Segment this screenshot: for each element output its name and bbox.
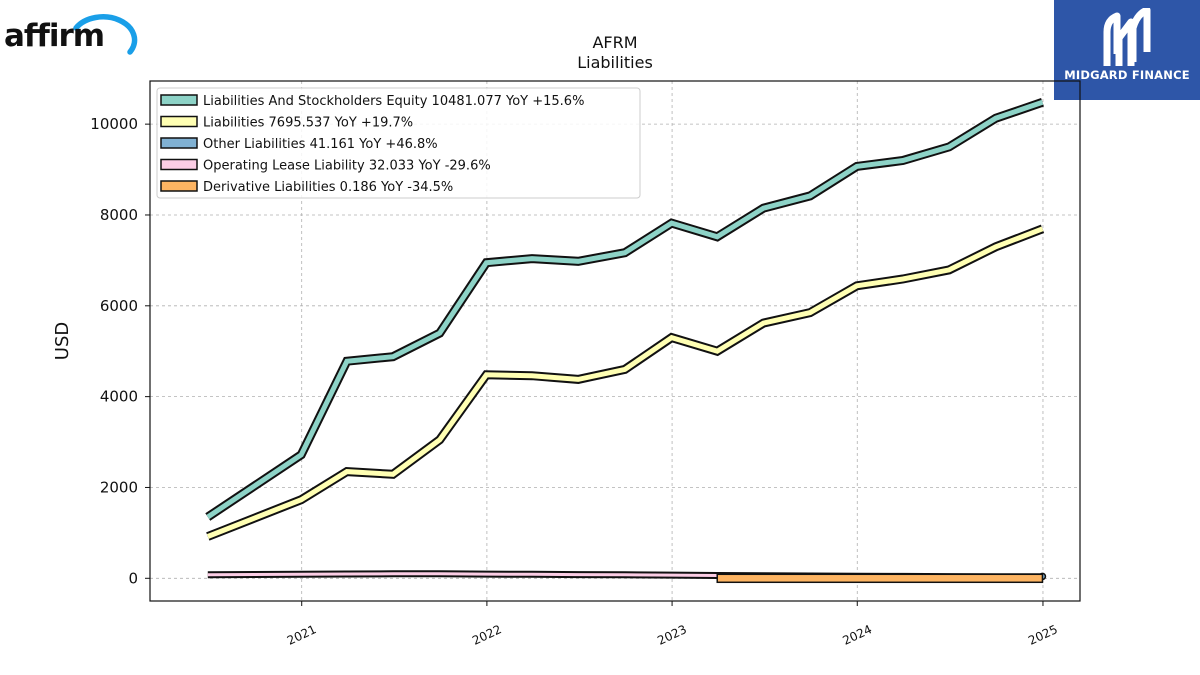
y-tick-label: 4000 bbox=[100, 388, 138, 406]
affirm-wordmark: affirm bbox=[4, 18, 105, 54]
legend-swatch bbox=[160, 180, 198, 192]
legend-swatch bbox=[160, 137, 198, 149]
legend-swatch bbox=[160, 115, 198, 128]
midgard-finance-logo: MIDGARD FINANCE bbox=[1054, 0, 1200, 100]
y-tick-label: 2000 bbox=[100, 478, 138, 496]
plot-frame bbox=[149, 80, 1081, 602]
midgard-wordmark: MIDGARD FINANCE bbox=[1064, 68, 1190, 82]
x-tick-label: 2022 bbox=[470, 622, 504, 648]
y-tick-label: 6000 bbox=[100, 297, 138, 315]
legend-label: Other Liabilities 41.161 YoY +46.8% bbox=[203, 137, 438, 152]
series-derivative-liabilities-band bbox=[716, 573, 1044, 584]
x-tick-label: 2025 bbox=[1026, 622, 1060, 648]
legend-swatch bbox=[160, 94, 198, 106]
legend-label: Liabilities And Stockholders Equity 1048… bbox=[203, 94, 584, 109]
legend-label: Operating Lease Liability 32.033 YoY -29… bbox=[203, 159, 491, 174]
legend-label: Derivative Liabilities 0.186 YoY -34.5% bbox=[203, 180, 453, 195]
series-liabilities-and-stockholders-equity-line bbox=[206, 99, 1044, 520]
legend-box bbox=[156, 87, 641, 199]
chart-title: AFRM bbox=[592, 33, 638, 52]
y-tick-label: 8000 bbox=[100, 206, 138, 224]
x-tick-label: 2023 bbox=[655, 622, 689, 648]
series-liabilities-line bbox=[206, 226, 1044, 539]
midgard-m-icon bbox=[1103, 8, 1151, 66]
affirm-logo: affirm bbox=[4, 4, 138, 58]
affirm-arc-icon bbox=[73, 14, 138, 55]
legend-swatch bbox=[160, 158, 198, 171]
y-tick-label: 10000 bbox=[90, 115, 138, 133]
x-tick-label: 2024 bbox=[840, 622, 874, 648]
y-tick-label: 0 bbox=[128, 569, 138, 587]
legend-label: Liabilities 7695.537 YoY +19.7% bbox=[203, 116, 413, 131]
chart-subtitle: Liabilities bbox=[577, 53, 653, 72]
y-axis-label: USD bbox=[52, 322, 73, 360]
x-tick-label: 2021 bbox=[285, 622, 319, 648]
